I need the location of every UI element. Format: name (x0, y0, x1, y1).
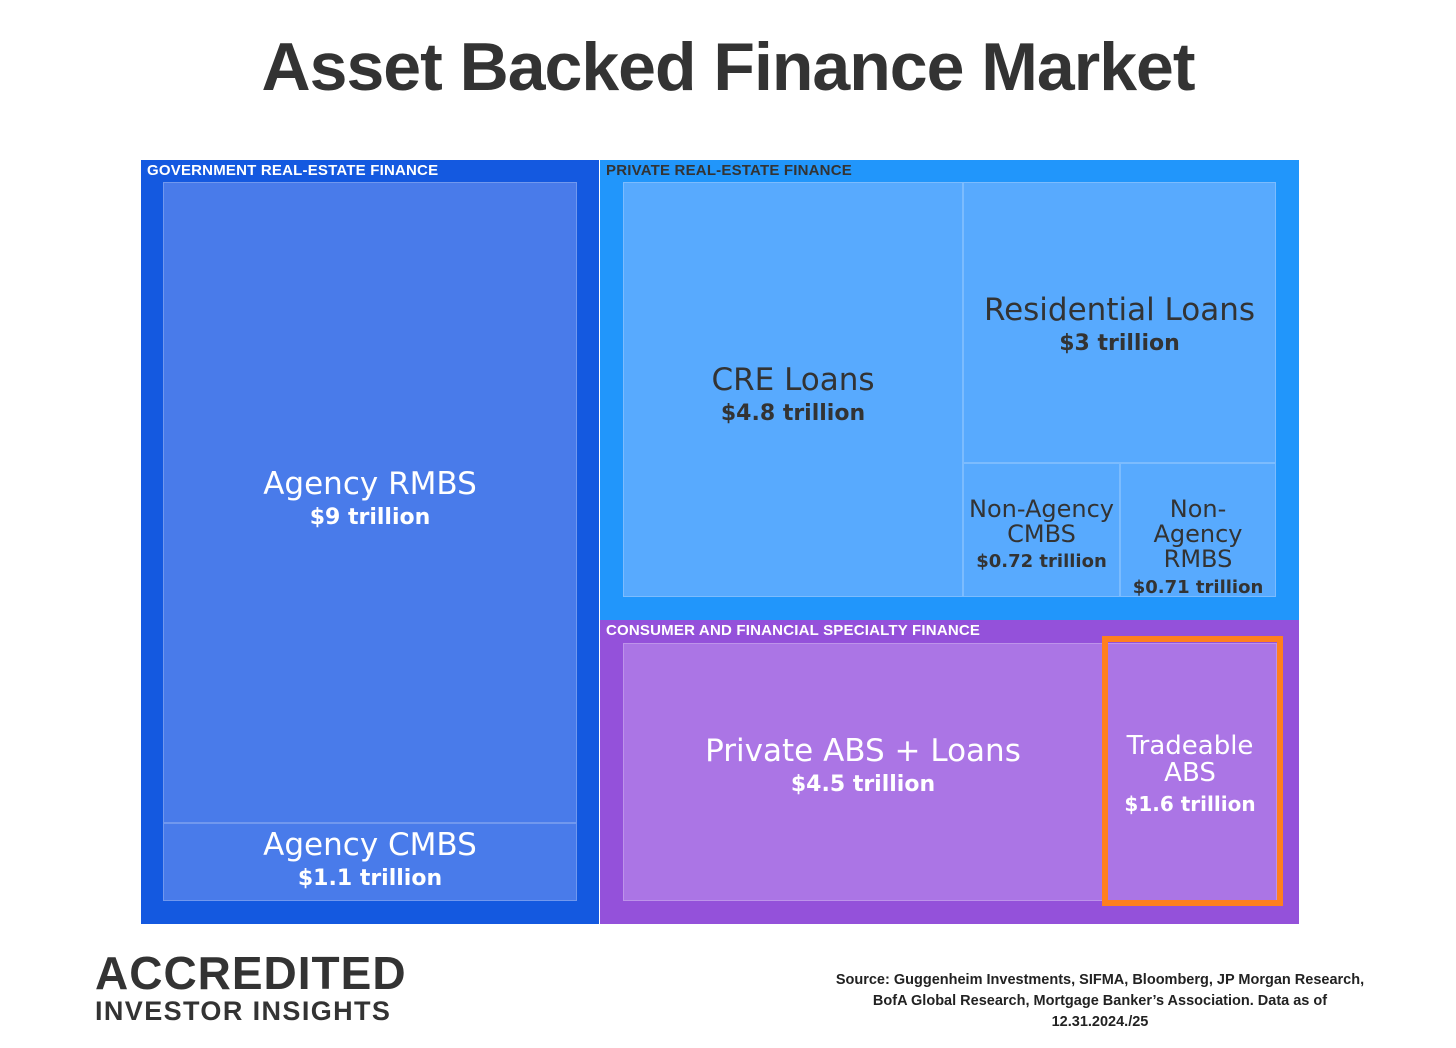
tile-label: Non-Agency RMBS $0.71 trillion (1120, 495, 1276, 598)
tile-label: Private ABS + Loans $4.5 trillion (623, 735, 1103, 797)
treemap-tile-private-abs-loans: Private ABS + Loans $4.5 trillion (623, 643, 1103, 901)
treemap-tile-cre-loans: CRE Loans $4.8 trillion (623, 182, 963, 597)
treemap-tile-agency-rmbs: Agency RMBS $9 trillion (163, 182, 577, 823)
treemap-tile-tradeable-abs: Tradeable ABS $1.6 trillion (1103, 643, 1277, 901)
tile-name: Agency CMBS (263, 827, 477, 863)
tile-name: Agency RMBS (263, 466, 477, 502)
treemap-tile-non-agency-rmbs: Non-Agency RMBS $0.71 trillion (1120, 463, 1276, 598)
source-note: Source: Guggenheim Investments, SIFMA, B… (835, 972, 1365, 1030)
treemap-tile-non-agency-cmbs: Non-Agency CMBS $0.72 trillion (963, 463, 1120, 597)
treemap-tile-residential-loans: Residential Loans $3 trillion (963, 182, 1276, 463)
group-label: PRIVATE REAL-ESTATE FINANCE (606, 162, 852, 179)
logo-line-2: INVESTOR INSIGHTS (95, 996, 392, 1026)
treemap-tile-agency-cmbs: Agency CMBS $1.1 trillion (163, 823, 577, 901)
tile-value: $9 trillion (309, 504, 431, 530)
group-label: CONSUMER AND FINANCIAL SPECIALTY FINANCE (606, 622, 981, 639)
tile-label: Residential Loans $3 trillion (963, 294, 1276, 356)
tile-label: Non-Agency CMBS $0.72 trillion (963, 495, 1120, 573)
logo-line-1: ACCREDITED (95, 947, 407, 999)
tile-name: Non-Agency RMBS (1153, 495, 1243, 574)
tile-value: $0.71 trillion (1132, 576, 1264, 598)
treemap-group-2: PRIVATE REAL-ESTATE FINANCE CRE Loans $4.8… (600, 160, 1299, 620)
tile-label: Agency CMBS $1.1 trillion (163, 829, 577, 891)
tile-name: Residential Loans (983, 292, 1256, 328)
tile-name: Private ABS + Loans (705, 733, 1021, 769)
tile-label: CRE Loans $4.8 trillion (623, 364, 963, 426)
treemap-group-1: GOVERNMENT REAL-ESTATE FINANCE Agency RMB… (141, 160, 599, 924)
tile-label: Tradeable ABS $1.6 trillion (1103, 731, 1277, 816)
tile-value: $4.8 trillion (720, 400, 866, 426)
tile-value: $1.6 trillion (1124, 791, 1256, 816)
tile-value: $4.5 trillion (790, 771, 936, 797)
tile-name: CRE Loans (711, 362, 875, 398)
group-label: GOVERNMENT REAL-ESTATE FINANCE (147, 162, 439, 179)
treemap-group-3: CONSUMER AND FINANCIAL SPECIALTY FINANCE… (600, 620, 1299, 924)
brand-logo: ACCREDITED INVESTOR INSIGHTS (95, 950, 407, 1026)
tile-value: $1.1 trillion (297, 865, 443, 891)
tile-label: Agency RMBS $9 trillion (163, 468, 577, 530)
chart-title: Asset Backed Finance Market (261, 29, 1196, 105)
tile-value: $3 trillion (1059, 330, 1180, 356)
tile-name: Non-Agency CMBS (969, 495, 1115, 549)
tile-value: $0.72 trillion (976, 551, 1107, 573)
highlight-frame (1102, 636, 1283, 906)
tile-name: Tradeable ABS (1126, 731, 1254, 789)
